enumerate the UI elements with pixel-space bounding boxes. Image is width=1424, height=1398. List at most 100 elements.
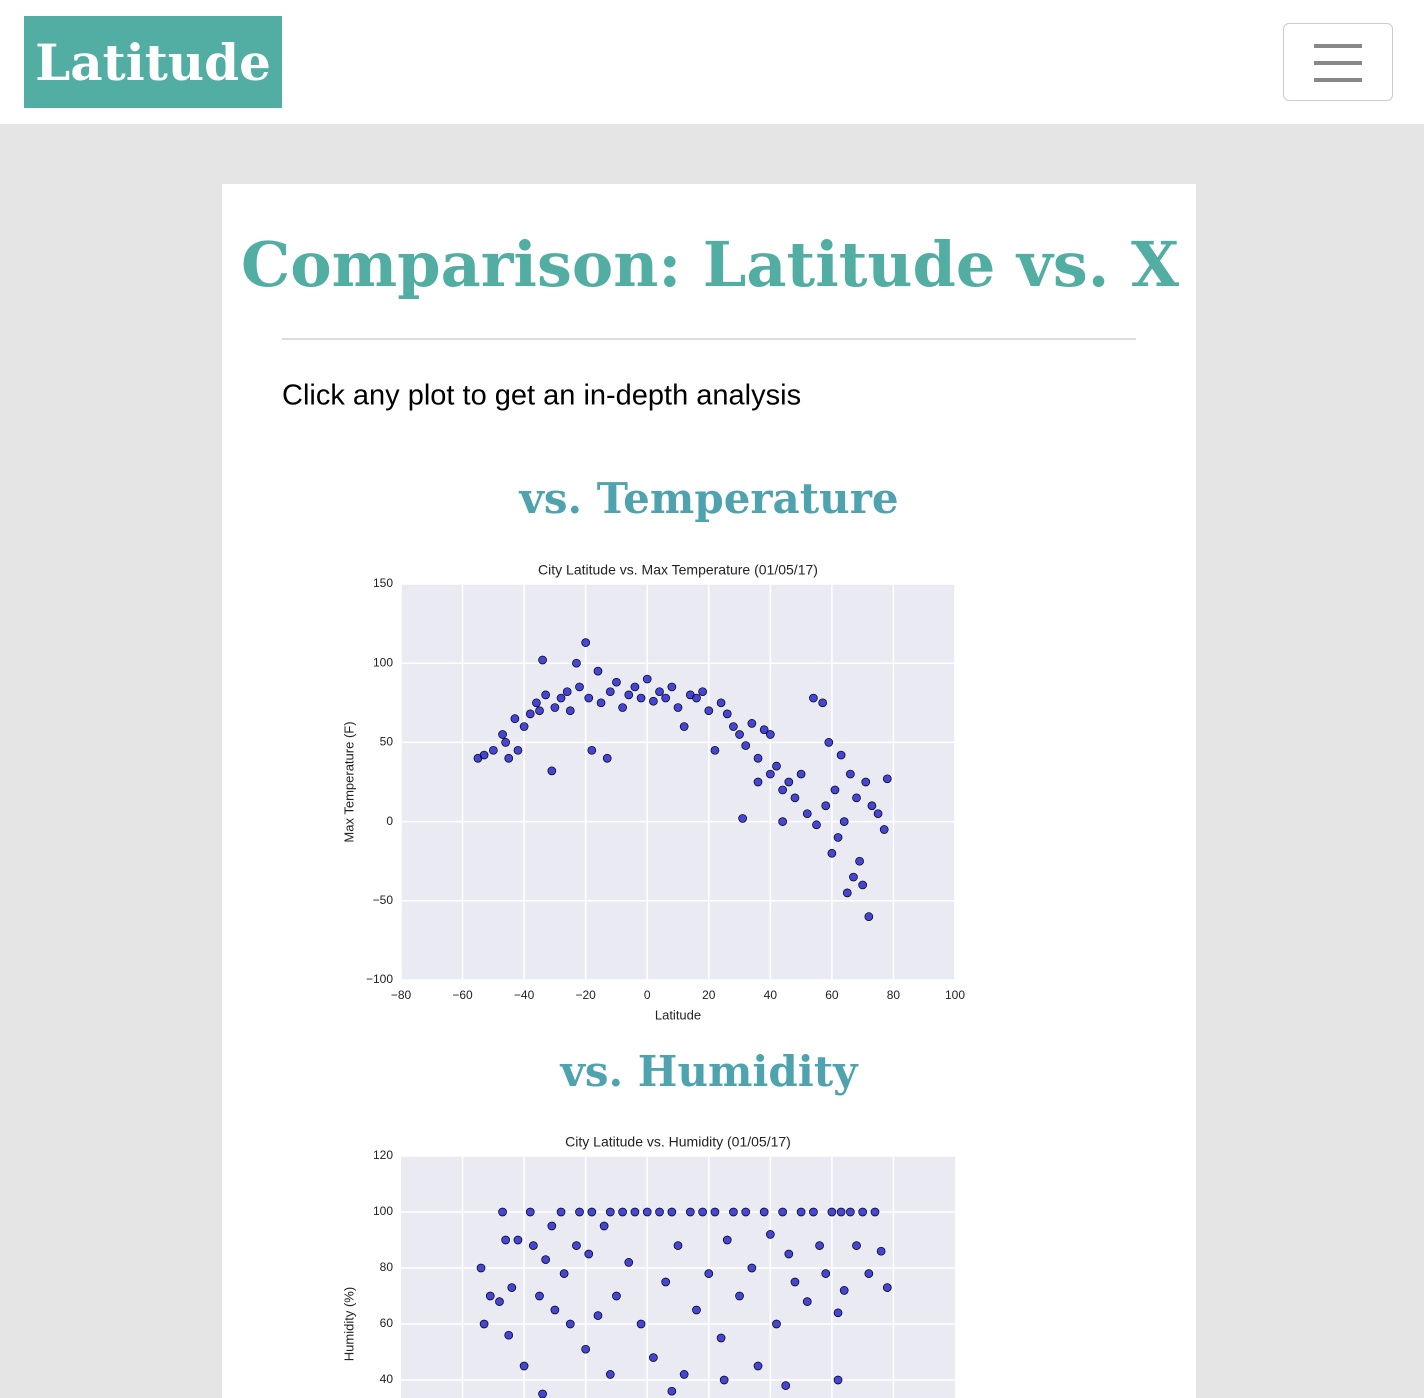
- point: [593, 666, 603, 676]
- menu-button[interactable]: [1283, 23, 1393, 101]
- point: [519, 722, 529, 731]
- point: [827, 848, 837, 858]
- point: [846, 1207, 855, 1217]
- x-tick-label: −40: [514, 988, 535, 1002]
- point: [882, 1283, 892, 1292]
- chart-title: City Latitude vs. Humidity (01/05/17): [565, 1134, 791, 1150]
- point: [667, 1386, 677, 1396]
- point: [765, 1230, 775, 1239]
- point: [575, 1207, 584, 1217]
- point: [784, 777, 794, 787]
- point: [587, 745, 597, 755]
- point: [541, 1255, 551, 1264]
- point: [882, 774, 892, 784]
- point: [873, 809, 883, 819]
- point: [661, 1277, 671, 1287]
- point: [818, 698, 828, 708]
- x-tick-label: 0: [644, 988, 651, 1002]
- y-tick-label: 80: [380, 1260, 394, 1274]
- point: [513, 745, 523, 755]
- point: [802, 1297, 812, 1306]
- point: [759, 725, 769, 735]
- point: [504, 753, 514, 763]
- plot[interactable]: City Latitude vs. Max Temperature (01/05…: [341, 562, 965, 1023]
- point: [704, 1269, 714, 1278]
- y-tick-label: 120: [373, 1148, 393, 1162]
- y-tick-label: 100: [373, 1204, 393, 1218]
- plot[interactable]: City Latitude vs. Humidity (01/05/17) 40 6…: [341, 1134, 955, 1398]
- point: [642, 674, 652, 684]
- point: [747, 719, 757, 728]
- point: [772, 1319, 781, 1329]
- plot-area: [401, 1156, 955, 1398]
- brand[interactable]: Latitude: [24, 16, 282, 108]
- point: [735, 730, 744, 739]
- point: [547, 766, 557, 776]
- point: [618, 703, 627, 712]
- point: [655, 1207, 664, 1217]
- point: [855, 856, 864, 866]
- point: [525, 709, 535, 719]
- point: [870, 1207, 880, 1217]
- point: [846, 769, 855, 779]
- point: [802, 809, 812, 819]
- point: [513, 1235, 523, 1245]
- point: [556, 1207, 566, 1217]
- point: [747, 1263, 757, 1273]
- point: [876, 1246, 886, 1256]
- point: [565, 1319, 575, 1329]
- point: [836, 1207, 846, 1217]
- point: [790, 1277, 800, 1287]
- point: [716, 1333, 726, 1343]
- point: [738, 814, 747, 823]
- point: [759, 1207, 769, 1217]
- point: [572, 1241, 581, 1250]
- point: [485, 1291, 495, 1301]
- point: [519, 1361, 529, 1371]
- point: [532, 698, 541, 708]
- point: [673, 1241, 683, 1250]
- point: [879, 825, 889, 834]
- point: [559, 1269, 569, 1278]
- point: [698, 687, 707, 697]
- point: [593, 1311, 603, 1320]
- point: [525, 1207, 535, 1217]
- point: [667, 682, 677, 692]
- point: [852, 793, 861, 803]
- point: [556, 693, 566, 703]
- point: [476, 1263, 486, 1273]
- point: [778, 1207, 787, 1217]
- point: [479, 750, 489, 760]
- point: [842, 888, 852, 898]
- point: [679, 1370, 689, 1379]
- point: [821, 1269, 831, 1278]
- point: [827, 1207, 837, 1217]
- point: [704, 706, 714, 716]
- point: [852, 1241, 861, 1250]
- point: [584, 1249, 594, 1259]
- point: [528, 1241, 538, 1250]
- point: [565, 706, 575, 716]
- point: [839, 817, 849, 826]
- point: [830, 785, 840, 795]
- point: [741, 741, 751, 750]
- point: [636, 693, 646, 703]
- point: [642, 1207, 652, 1217]
- point: [495, 1297, 504, 1306]
- point: [630, 1207, 640, 1217]
- point: [836, 750, 846, 760]
- point: [821, 801, 831, 811]
- point: [849, 872, 858, 882]
- point: [710, 1207, 720, 1217]
- point: [809, 693, 818, 703]
- point: [710, 745, 720, 755]
- point: [488, 745, 498, 755]
- point: [602, 753, 612, 763]
- point: [741, 1207, 751, 1217]
- y-tick-label: −100: [366, 972, 393, 986]
- point: [673, 703, 683, 712]
- point: [572, 658, 581, 668]
- point: [858, 1207, 868, 1217]
- point: [535, 1291, 544, 1301]
